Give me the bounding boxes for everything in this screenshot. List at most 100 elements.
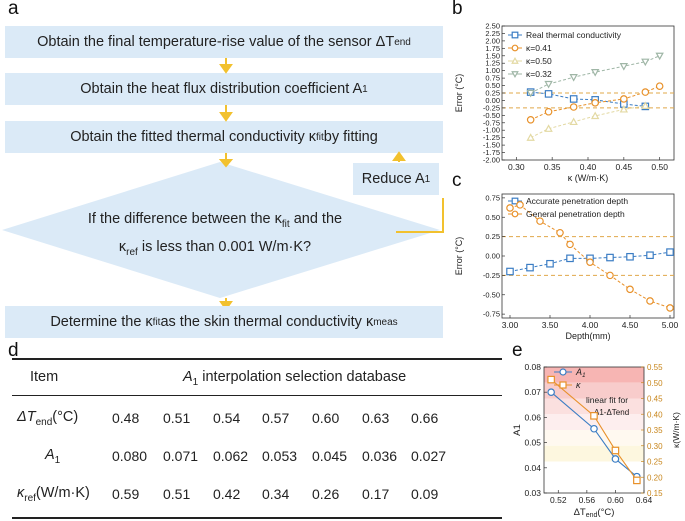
e-ytick-label-5: 0.08	[524, 362, 541, 372]
c-ylabel: Error (°C)	[454, 237, 464, 276]
b-ytick-label-11: 0.75	[485, 74, 500, 83]
c-series-1-point-0	[506, 204, 514, 212]
b-series-3-point-5	[641, 58, 650, 67]
b-xtick-label-0: 0.30	[508, 162, 525, 172]
table-header-a: A	[183, 369, 193, 385]
table-cell-1-2: 0.062	[213, 448, 249, 464]
e-y2tick-label-1: 0.20	[647, 473, 663, 482]
c-ytick-label-1: -0.50	[483, 290, 500, 299]
e-series-0-point-0	[547, 388, 555, 397]
b-series-0-point-1	[544, 90, 553, 98]
b-series-1-point-3	[591, 99, 599, 107]
b-xlabel: κ (W/m·K)	[568, 173, 609, 183]
e-legend-marker-1	[559, 381, 567, 389]
e-y2tick-label-0: 0.15	[647, 489, 663, 498]
table-cell-0-6: 0.66	[411, 410, 439, 426]
c-series-0-point-6	[626, 252, 634, 261]
b-series-1-point-4	[620, 95, 628, 103]
e-series-0-point-1	[590, 424, 598, 433]
b-legend-label-0: Real thermal conductivity	[526, 30, 622, 40]
flow-final-sub: fit	[152, 316, 161, 328]
table-row-label-2: κref(W/m·K)	[17, 485, 90, 504]
flow-step-fit: Obtain the fitted thermal conductivity κ…	[5, 121, 443, 153]
b-ytick-label-6: -0.50	[483, 111, 500, 120]
table-cell-2-4: 0.26	[312, 486, 340, 502]
e-annotation-line-2: A1-ΔTend	[594, 408, 629, 417]
e-ylabel: A1	[512, 424, 523, 436]
e-series-1-point-3	[633, 476, 641, 485]
flow-step1-text: Obtain the final temperature-rise value …	[37, 34, 395, 50]
b-series-2-point-4	[619, 104, 629, 113]
table-cell-1-3: 0.053	[262, 448, 298, 464]
e-background-band-2	[544, 398, 644, 415]
e-xtick-label-2: 0.60	[607, 495, 624, 505]
c-xtick-label-0: 3.00	[502, 320, 519, 330]
c-legend-marker-1	[511, 210, 519, 218]
flow-step3-post: by fitting	[323, 129, 378, 145]
c-legend-label-1: General penetration depth	[526, 209, 625, 219]
c-series-line-1	[509, 204, 671, 309]
b-ytick-label-16: 2.00	[485, 36, 500, 45]
table-cell-1-1: 0.071	[163, 448, 199, 464]
b-series-1-point-1	[544, 107, 553, 116]
e-ytick-label-3: 0.06	[524, 412, 541, 422]
e-background-band-6	[544, 461, 644, 493]
flow-reduce-text: Reduce A	[361, 171, 425, 187]
b-xtick-label-3: 0.45	[616, 162, 633, 172]
b-legend-label-3: κ=0.32	[526, 69, 552, 79]
b-ytick-label-15: 1.75	[485, 44, 500, 53]
b-series-1-point-0	[526, 116, 535, 124]
c-ytick-label-0: -0.75	[483, 310, 500, 319]
c-series-0-point-1	[526, 263, 534, 272]
table-top-rule	[12, 358, 502, 360]
b-series-2-point-3	[590, 111, 600, 120]
b-legend-marker-2	[511, 56, 519, 64]
table-cell-0-3: 0.57	[262, 410, 290, 426]
table-bottom-rule	[12, 517, 502, 519]
c-series-1-point-8	[646, 297, 654, 305]
c-ytick-label-4: 0.25	[485, 232, 500, 241]
arrow-4-head	[219, 301, 233, 311]
c-ytick-label-5: 0.50	[485, 213, 500, 222]
b-ytick-label-10: 0.50	[485, 81, 500, 90]
b-series-1-point-6	[655, 82, 664, 90]
e-series-line-1	[550, 379, 638, 481]
table-mid-rule	[12, 395, 502, 396]
e-background-band-4	[544, 430, 644, 446]
decision-line-1: If the difference between the κfit and t…	[30, 208, 400, 236]
c-legend-marker-0	[511, 197, 519, 205]
b-ytick-label-0: -2.00	[483, 156, 500, 165]
flow-step2-text: Obtain the heat flux distribution coeffi…	[80, 81, 363, 97]
flowchart-connectors	[2, 58, 444, 311]
table-header-item: Item	[30, 369, 59, 385]
b-xtick-label-4: 0.50	[651, 162, 668, 172]
b-legend-label-1: κ=0.41	[526, 43, 552, 53]
b-series-3-point-4	[619, 63, 629, 71]
c-series-1-point-1	[516, 201, 524, 209]
b-series-0-point-2	[569, 95, 578, 103]
table-cell-0-1: 0.51	[163, 410, 191, 426]
b-series-3-point-3	[590, 68, 600, 77]
chart-b: -2.00-1.75-1.50-1.25-1.00-0.75-0.50-0.25…	[454, 22, 675, 183]
b-series-1-point-2	[569, 103, 578, 111]
table-header-post: interpolation selection database	[198, 369, 407, 385]
loop-arrow-head	[392, 151, 406, 161]
flow-final-mid: as the skin thermal conductivity κ	[160, 314, 374, 330]
e-series-0-point-2	[611, 455, 620, 463]
flow-reduce-sub: 1	[424, 173, 431, 185]
c-legend-label-0: Accurate penetration depth	[526, 196, 628, 206]
e-y2tick-label-5: 0.40	[647, 410, 663, 419]
loop-line-1	[396, 198, 444, 233]
b-legend-marker-3	[511, 71, 519, 79]
b-series-2-point-5	[641, 101, 650, 109]
b-series-3-point-6	[655, 52, 664, 61]
table-cell-0-5: 0.63	[362, 410, 390, 426]
c-series-0-point-5	[606, 253, 614, 262]
table-cell-1-0: 0.080	[112, 448, 148, 464]
b-series-3-point-2	[569, 74, 578, 82]
e-ytick-label-0: 0.03	[524, 488, 541, 498]
e-xtick-label-1: 0.56	[579, 495, 596, 505]
e-series-1-point-1	[590, 412, 598, 420]
b-ytick-label-13: 1.25	[485, 59, 500, 68]
e-background-band-0	[544, 367, 644, 383]
